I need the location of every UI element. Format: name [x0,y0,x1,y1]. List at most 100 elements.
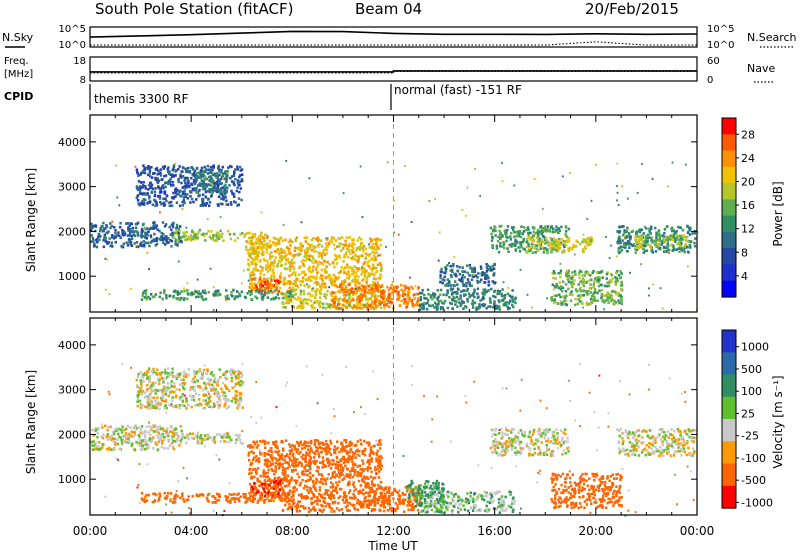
heatmap-feature-0 [90,221,183,249]
range-tick-label: 4000 [58,339,86,352]
time-tick-label: 00:00 [680,524,715,538]
freq-right-tick-bottom: 0 [707,75,713,86]
heatmap-feature-10 [489,427,571,457]
heatmap-feature-11 [439,262,497,288]
heatmap-feature-5 [140,491,295,504]
time-axis-label: Time UT [367,539,418,553]
cpid-label: CPID [4,90,33,103]
heatmap-feature-13 [525,236,594,254]
time-tick-label: 00:00 [73,524,108,538]
velocity-colorbar-tick-label: 100 [741,385,762,398]
time-tick-label: 20:00 [579,524,614,538]
velocity-colorbar-tick-label: -100 [741,452,766,465]
power-colorbar-swatch [722,231,736,249]
velocity-colorbar-swatch [722,419,736,442]
freq-series-1 [90,70,697,74]
power-colorbar-swatch [722,150,736,168]
nsearch-label: N.Search [747,31,797,44]
nsky-label: N.Sky [2,31,34,44]
power-colorbar-tick-label: 20 [741,175,755,188]
noise-series-0 [89,30,698,38]
heatmap-feature-4 [193,168,229,194]
heatmap-feature-14 [550,269,624,307]
power-colorbar-swatch [722,280,736,298]
heatmap-feature-10 [418,287,517,311]
power-colorbar-swatch [722,134,736,152]
noise-right-tick-top: 10^5 [707,24,734,35]
power-colorbar-swatch [722,248,736,266]
heatmap-feature-1 [171,431,244,445]
velocity-colorbar-swatch [722,441,736,465]
range-tick-label: 3000 [58,384,86,397]
heatmap-feature-0 [90,424,183,452]
velocity-colorbar-swatch [722,485,736,509]
freq-left-tick-bottom: 8 [80,75,86,86]
power-colorbar-tick-label: 4 [741,270,748,283]
velocity-colorbar: 1000 500 100 25 -25 -100 -500 -1000 [721,329,773,509]
power-ylabel: Slant Range [km] [24,168,38,272]
heatmap-speckle [100,159,699,312]
heatmap-feature-9 [419,490,516,514]
range-tick-label: 2000 [58,225,86,238]
velocity-colorbar-tick-label: 25 [741,407,755,420]
power-colorbar-swatch [722,118,736,135]
velocity-ylabel: Slant Range [km] [24,370,38,474]
cpid-row: CPID themis 3300 RF normal (fast) -151 R… [4,83,522,110]
velocity-panel: 1000 2000 3000 4000 Slant Range [km] [24,317,698,517]
power-colorbar-tick-label: 12 [741,223,755,236]
nave-label: Nave [747,62,775,75]
heatmap-speckle [101,362,695,517]
power-colorbar-tick-label: 28 [741,128,755,141]
velocity-colorbar-label: Velocity [m s⁻¹] [771,375,785,468]
power-colorbar-label: Power [dB] [771,181,785,246]
heatmap-feature-1 [171,228,249,243]
noise-panel: N.Sky N.Search 10^5 10^0 10^5 10^0 [2,24,797,51]
date-label: 20/Feb/2015 [585,0,679,18]
power-colorbar-swatch [722,183,736,200]
freq-unit-label: [MHz] [4,69,33,80]
time-tick-label: 04:00 [174,524,209,538]
time-tick-label: 08:00 [275,524,310,538]
velocity-colorbar-tick-label: 1000 [741,341,769,354]
power-colorbar-swatch [722,264,736,282]
noise-series-1 [90,41,697,46]
power-colorbar-swatch [722,199,736,217]
range-tick-label: 4000 [58,136,86,149]
heatmap-feature-12 [616,427,697,458]
power-panel: 1000 2000 3000 4000 Slant Range [km] [24,114,699,313]
heatmap-feature-3 [246,438,384,496]
cpid-segment-2: normal (fast) -151 RF [394,83,522,97]
heatmap-feature-7 [140,288,295,302]
cpid-segment-1: themis 3300 RF [94,92,188,106]
heatmap-feature-2 [135,367,245,411]
power-colorbar-tick-label: 16 [741,199,755,212]
heatmap-feature-9 [330,283,421,311]
power-colorbar-swatch [722,215,736,233]
frequency-panel: Freq. [MHz] 18 8 60 0 Nave [4,56,775,86]
power-colorbar-swatch [722,166,736,184]
range-tick-label: 2000 [58,428,86,441]
range-tick-label: 1000 [58,473,86,486]
range-tick-label: 1000 [58,270,86,283]
noise-right-tick-bottom: 10^0 [707,40,734,51]
velocity-colorbar-swatch [722,374,736,398]
power-colorbar: 28 24 20 16 12 8 4 [721,117,755,298]
freq-label: Freq. [4,56,29,67]
time-tick-label: 12:00 [376,524,411,538]
beam-label: Beam 04 [355,0,422,18]
velocity-colorbar-tick-label: 500 [741,363,762,376]
power-colorbar-tick-label: 24 [741,152,755,165]
velocity-colorbar-swatch [722,396,736,420]
velocity-colorbar-swatch [722,330,736,353]
noise-left-tick-bottom: 10^0 [59,40,86,51]
velocity-colorbar-tick-label: -500 [741,474,766,487]
heatmap-feature-11 [550,472,623,510]
freq-left-tick-top: 18 [73,56,86,67]
velocity-colorbar-swatch [722,463,736,487]
plot-title: South Pole Station (fitACF) [95,0,293,18]
noise-left-tick-top: 10^5 [59,24,86,35]
velocity-colorbar-swatch [722,352,736,376]
velocity-colorbar-tick-label: -25 [741,430,759,443]
heatmap-feature-16 [634,234,689,250]
